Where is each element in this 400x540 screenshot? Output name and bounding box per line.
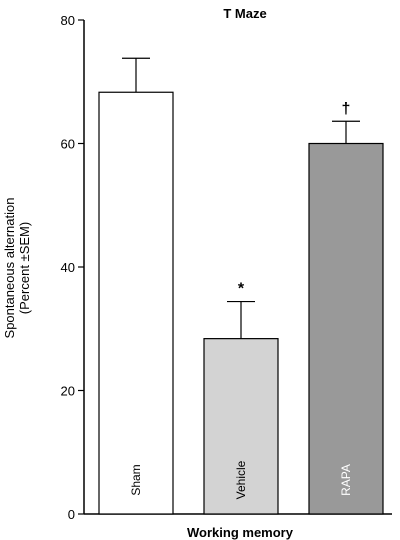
bar-label-sham: Sham	[129, 464, 143, 495]
bar-sham	[98, 91, 174, 515]
bar-label-rapa: RAPA	[339, 464, 353, 496]
significance-mark: *	[238, 281, 245, 298]
bar-label-vehicle: Vehicle	[234, 460, 248, 499]
y-tick-label: 60	[61, 137, 75, 152]
significance-mark: †	[342, 100, 351, 117]
y-tick-label: 20	[61, 384, 75, 399]
y-tick-label: 80	[61, 13, 75, 28]
bars: Sham Vehicle * RAPA †	[98, 57, 384, 515]
y-tick-label: 40	[61, 260, 75, 275]
bar-vehicle	[203, 338, 279, 515]
bar-rapa	[308, 142, 384, 515]
y-tick-label: 0	[68, 507, 75, 522]
y-axis-title-line-2: (Percent ±SEM)	[17, 222, 32, 314]
chart-title: T Maze	[223, 6, 266, 21]
y-axis-title-line-1: Spontaneous alternation	[2, 198, 17, 339]
x-axis-title: Working memory	[187, 525, 294, 540]
